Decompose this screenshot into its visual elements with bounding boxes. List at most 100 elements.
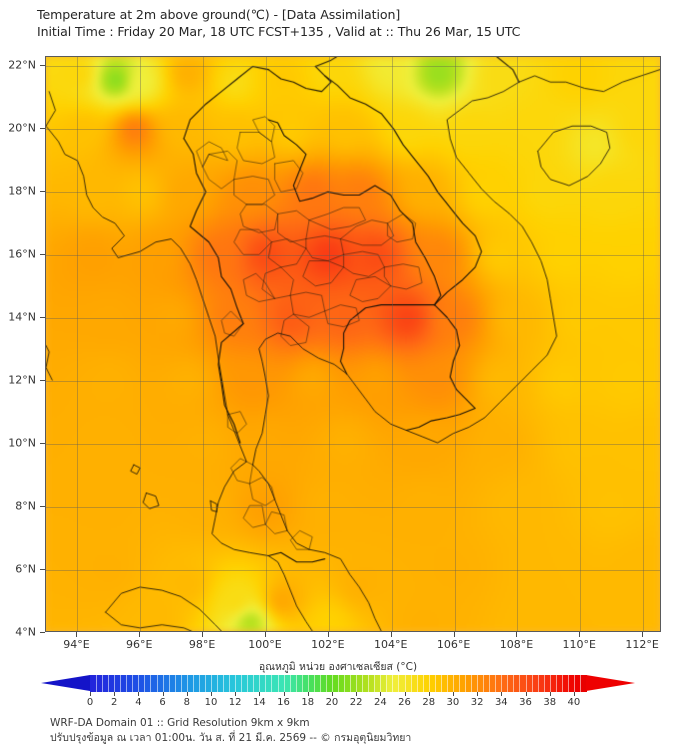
colorbar-tick-label: 18 — [301, 697, 315, 708]
colorbar-tick — [283, 692, 285, 696]
colorbar-segment — [477, 675, 484, 692]
y-axis-label: 22°N — [8, 58, 36, 72]
colorbar-tick-label: 22 — [349, 697, 363, 708]
colorbar-segment — [495, 675, 502, 692]
colorbar-segment — [465, 675, 472, 692]
colorbar-segment — [204, 675, 212, 692]
colorbar-segment-divider — [555, 675, 557, 692]
colorbar-segment-divider — [120, 675, 122, 692]
y-axis-label: 8°N — [15, 499, 36, 513]
colorbar-segment — [229, 675, 236, 692]
colorbar-segment — [150, 675, 158, 692]
colorbar-segment — [579, 675, 587, 692]
colorbar-tick — [501, 692, 503, 696]
colorbar-tick-label: 8 — [183, 697, 190, 708]
colorbar-segment — [350, 675, 357, 692]
colorbar-segment-divider — [350, 675, 352, 692]
colorbar-segment — [114, 675, 121, 692]
colorbar-tick-label: 30 — [446, 697, 460, 708]
y-axis-label: 18°N — [8, 184, 36, 198]
x-axis-tick — [453, 632, 455, 637]
y-axis-label: 12°N — [8, 373, 36, 387]
colorbar-segment — [537, 675, 545, 692]
x-axis-tick — [579, 632, 581, 637]
colorbar-segment — [549, 675, 557, 692]
colorbar-segment — [404, 675, 412, 692]
x-axis-label: 106°E — [436, 638, 471, 651]
colorbar-segment-divider — [295, 675, 297, 692]
colorbar-segment — [501, 675, 508, 692]
colorbar-segment-divider — [434, 675, 436, 692]
colorbar-segment — [386, 675, 394, 692]
colorbar-gradient — [90, 675, 587, 692]
colorbar-segment — [483, 675, 490, 692]
colorbar-segment-divider — [543, 675, 545, 692]
footer-update-info: ปรับปรุงข้อมูล ณ เวลา 01:00น. วัน ส. ที่… — [50, 732, 412, 744]
colorbar-segment — [120, 675, 127, 692]
colorbar-segment-divider — [416, 675, 418, 692]
colorbar-segment-divider — [440, 675, 442, 692]
colorbar-segment — [210, 675, 218, 692]
x-axis-label: 98°E — [188, 638, 216, 651]
colorbar-segment — [126, 675, 133, 692]
colorbar-tick — [114, 692, 116, 696]
y-axis-tick — [40, 632, 45, 633]
colorbar-segment-divider — [579, 675, 581, 692]
colorbar-segment — [96, 675, 103, 692]
colorbar-tick — [573, 692, 575, 696]
colorbar-segment-divider — [477, 675, 479, 692]
colorbar-segment-divider — [241, 675, 243, 692]
colorbar-title: อุณหภูมิ หน่วย องศาเซลเซียส (°C) — [258, 661, 418, 673]
colorbar-segment-divider — [186, 675, 188, 692]
colorbar-tick — [90, 692, 91, 696]
colorbar-segment-divider — [567, 675, 569, 692]
colorbar-segment — [561, 675, 569, 692]
x-axis-label: 100°E — [248, 638, 282, 651]
x-axis-tick — [202, 632, 204, 637]
colorbar-tick — [428, 692, 430, 696]
colorbar-segment-divider — [525, 675, 527, 692]
colorbar-segment — [392, 675, 400, 692]
colorbar-segment — [259, 675, 266, 692]
colorbar-tick-label: 38 — [543, 697, 557, 708]
colorbar-tick — [186, 692, 188, 696]
colorbar-bar — [41, 675, 635, 692]
colorbar-segment — [507, 675, 514, 692]
chart-footer: WRF-DA Domain 01 :: Grid Resolution 9km … — [50, 716, 650, 746]
colorbar-segment-divider — [380, 675, 382, 692]
colorbar-segment — [289, 675, 297, 692]
colorbar-segment-divider — [162, 675, 164, 692]
colorbar-segment-divider — [156, 675, 158, 692]
y-axis-tick — [40, 128, 45, 130]
page-title: Temperature at 2m above ground(℃) - [Dat… — [37, 7, 401, 22]
x-axis-label: 110°E — [562, 638, 597, 651]
colorbar-segment-divider — [428, 675, 430, 692]
colorbar-segment-divider — [229, 675, 231, 692]
colorbar-segment-divider — [374, 675, 376, 692]
colorbar-tick — [235, 692, 237, 696]
colorbar-segment-divider — [192, 675, 194, 692]
colorbar-segment-divider — [198, 675, 200, 692]
x-axis-label: 108°E — [499, 638, 534, 651]
colorbar-segment-divider — [144, 675, 146, 692]
colorbar-segment-divider — [537, 675, 539, 692]
colorbar-segment — [380, 675, 387, 692]
colorbar-tick-label: 12 — [228, 697, 242, 708]
colorbar-segment-divider — [114, 675, 116, 692]
colorbar-tick — [477, 692, 479, 696]
colorbar-segment-divider — [386, 675, 388, 692]
x-axis-tick — [76, 632, 78, 637]
colorbar-segment-divider — [96, 675, 98, 692]
colorbar-segment — [192, 675, 200, 692]
colorbar-segment — [247, 675, 254, 692]
colorbar-segment-divider — [410, 675, 412, 692]
x-axis-label: 104°E — [373, 638, 408, 651]
colorbar-segment-divider — [398, 675, 400, 692]
colorbar-segment-divider — [531, 675, 533, 692]
colorbar-segment-divider — [301, 675, 303, 692]
colorbar-segment — [108, 675, 115, 692]
colorbar-segment — [295, 675, 303, 692]
colorbar-segment — [180, 675, 188, 692]
colorbar-segment-divider — [422, 675, 424, 692]
colorbar-segment-divider — [108, 675, 110, 692]
